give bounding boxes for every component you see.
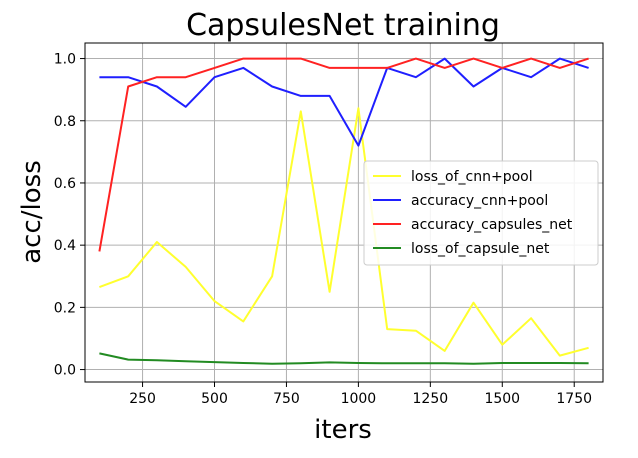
x-tick-label: 1000 <box>341 391 377 407</box>
legend-box <box>363 160 599 266</box>
legend-label: accuracy_cnn+pool <box>411 193 548 209</box>
chart-title: CapsulesNet training <box>186 8 500 43</box>
y-tick-label: 0.2 <box>54 300 76 316</box>
x-tick-label: 500 <box>201 391 228 407</box>
axis-ticks: 250 500 750 1000 1250 1500 1750 0.0 0.2 0.4 0.6 0.8… <box>54 52 592 407</box>
y-tick-label: 0.8 <box>54 114 76 130</box>
x-tick-label: 250 <box>129 391 156 407</box>
legend-label: accuracy_capsules_net <box>411 217 573 233</box>
legend-label: loss_of_cnn+pool <box>411 169 533 185</box>
series-line-loss_of_capsule_net <box>99 352 589 365</box>
y-tick-label: 1.0 <box>54 52 76 68</box>
y-tick-label: 0.6 <box>54 176 76 192</box>
x-tick-label: 1500 <box>484 391 520 407</box>
legend: loss_of_cnn+pool accuracy_cnn+poolaccurac… <box>363 160 599 266</box>
series-lines <box>98 57 589 365</box>
x-axis-label: iters <box>314 415 372 445</box>
series-line-accuracy_cnn+pool <box>99 57 589 147</box>
y-axis-label: acc/loss <box>17 160 47 264</box>
series-line-loss_of_cnn+pool <box>99 107 589 357</box>
y-tick-label: 0.4 <box>54 238 76 254</box>
plot-area-frame <box>84 42 604 383</box>
y-tick-label: 0.0 <box>54 363 76 379</box>
x-tick-label: 1250 <box>413 391 449 407</box>
x-tick-label: 750 <box>273 391 300 407</box>
legend-label: loss_of_capsule_net <box>411 241 550 257</box>
series-line-accuracy_capsules_net <box>98 57 589 252</box>
x-tick-label: 1750 <box>556 391 592 407</box>
